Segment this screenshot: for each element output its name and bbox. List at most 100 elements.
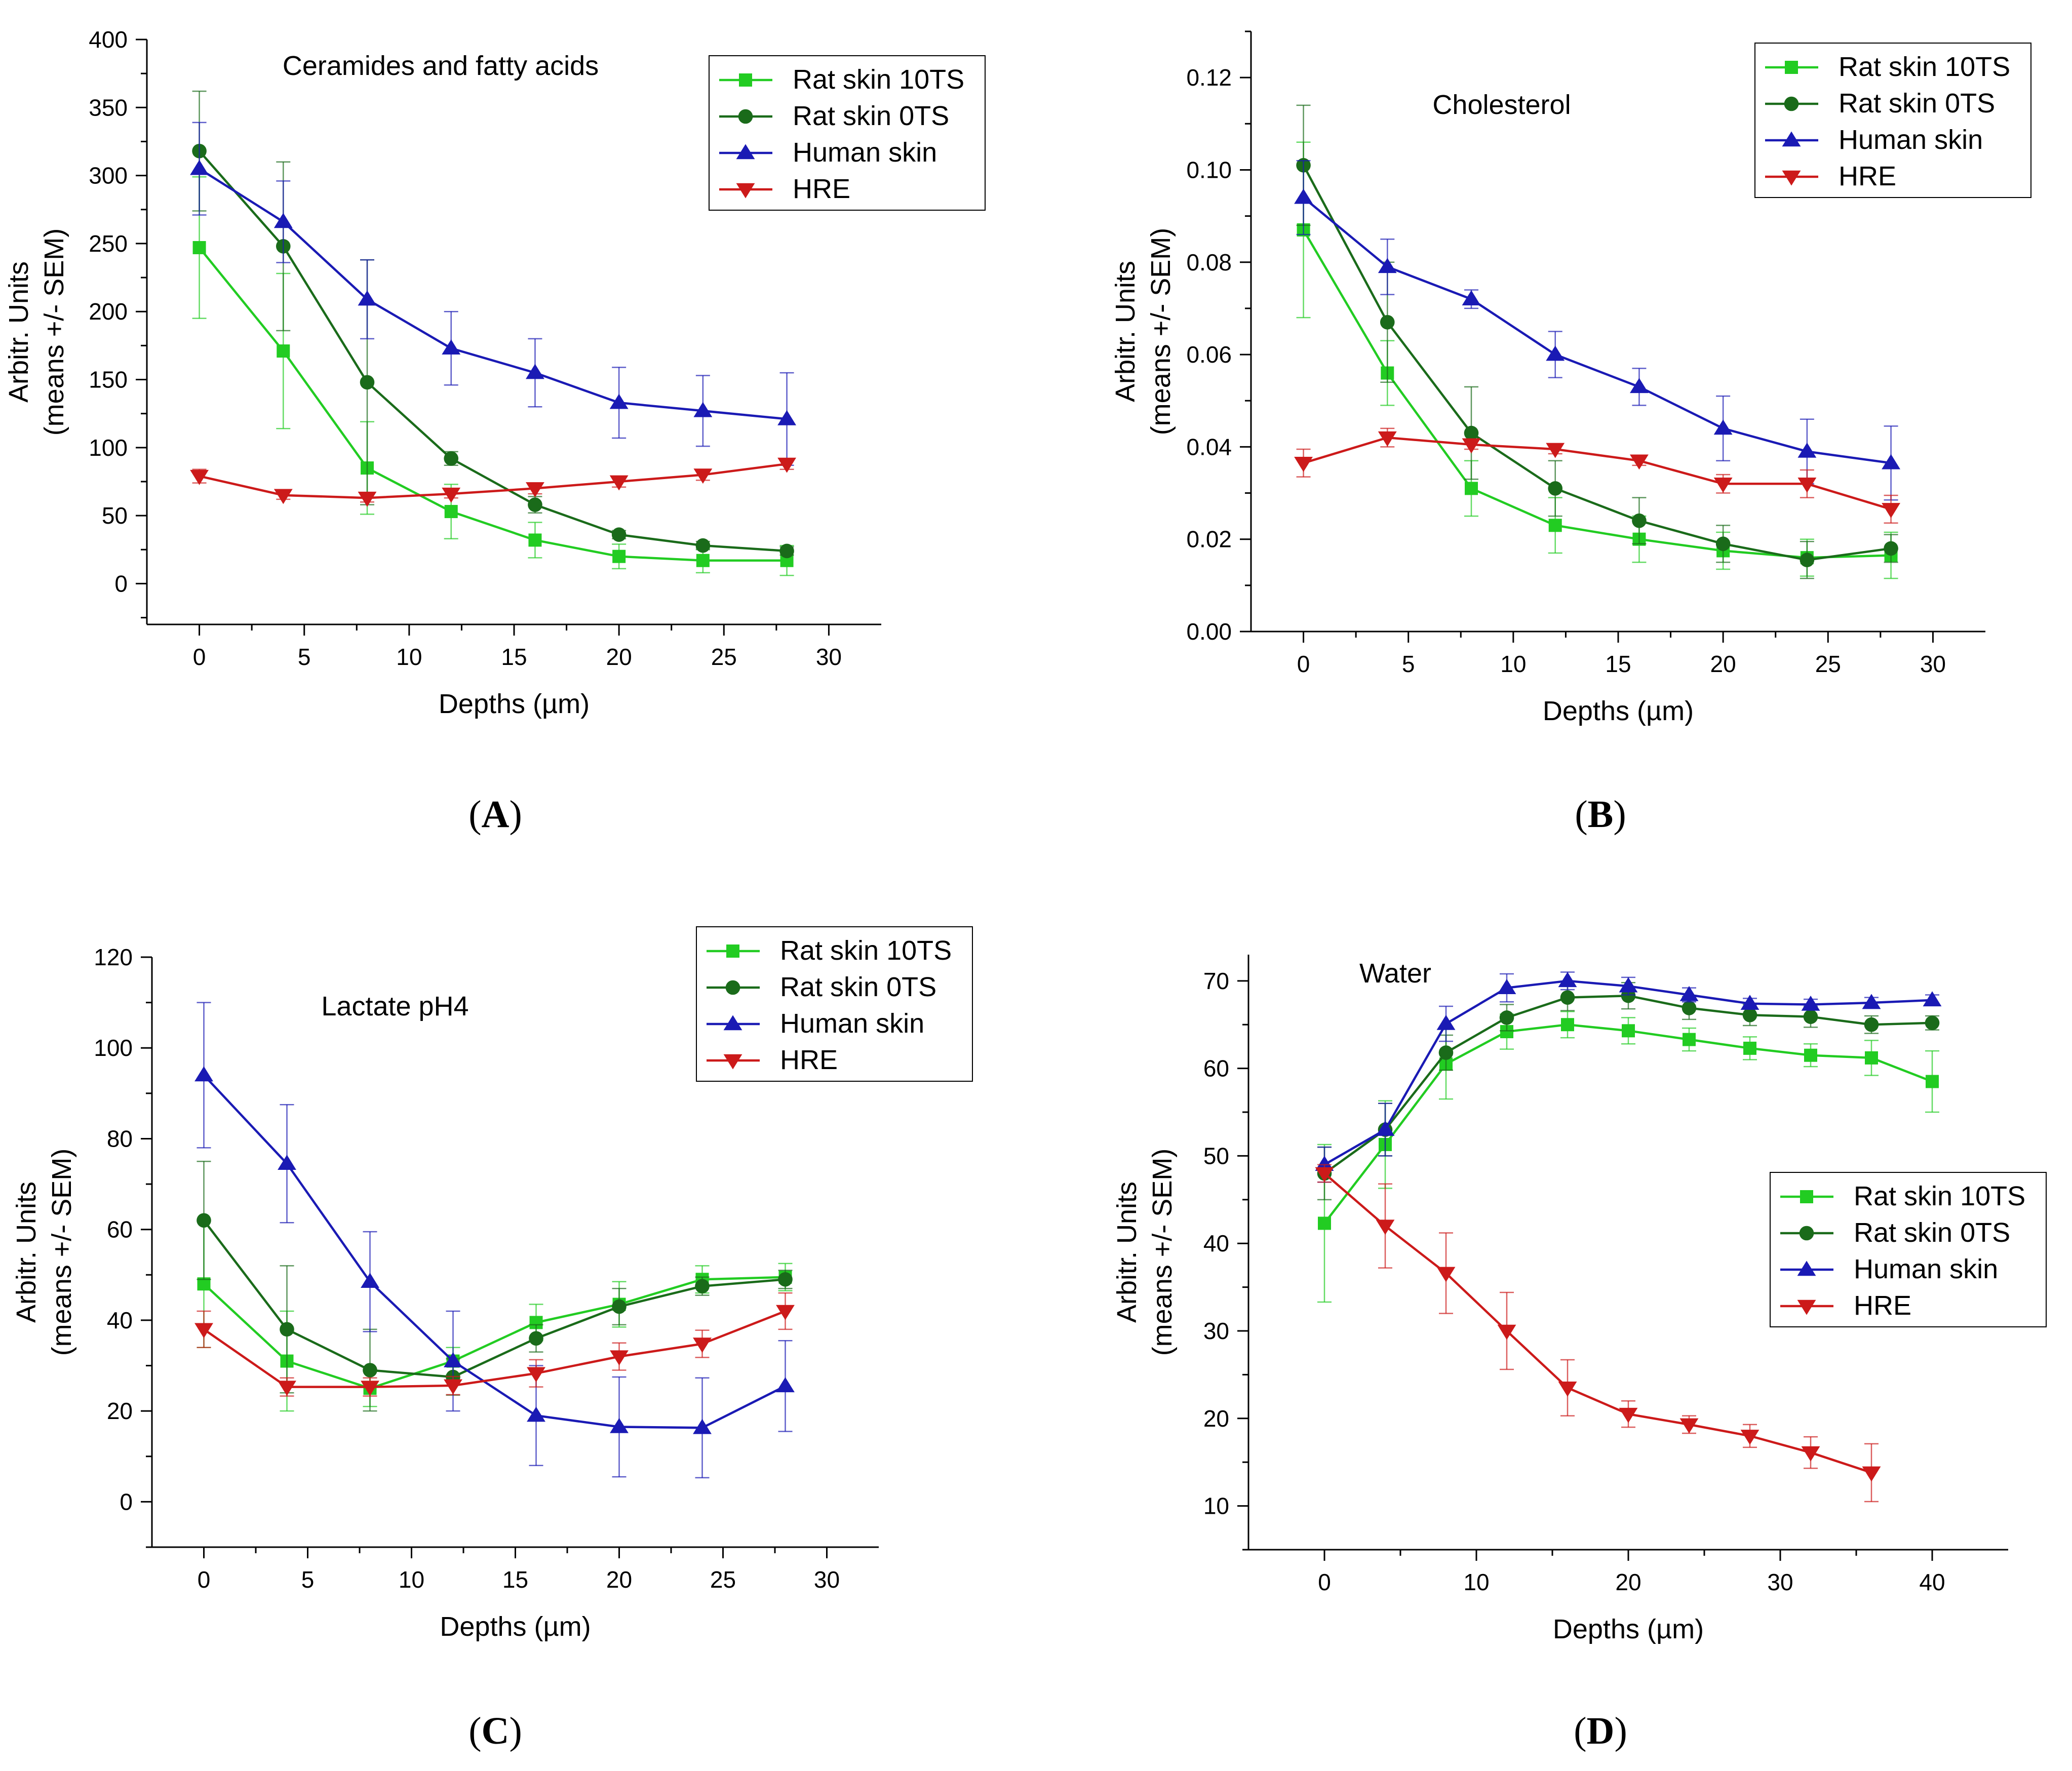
panel-d-data-point [1436,1267,1456,1282]
panel-c-series-rat-skin-0ts [197,1161,793,1412]
panel-c-legend-item-rat-skin-0ts: Rat skin 0TS [707,972,936,1002]
panel-b-series-line [1302,229,1891,559]
panel-b-data-point [1884,541,1898,556]
panel-a-data-point [358,290,377,306]
panel-c-data-point [197,1213,211,1228]
panel-d-x-tick-label: 30 [1767,1569,1793,1595]
panel-c-x-tick-label: 15 [502,1566,528,1593]
panel-b-series-line [1303,196,1891,464]
panel-d-data-point [1318,1216,1331,1230]
panel-d-data-point [1801,1446,1820,1462]
panel-a-data-point [190,469,209,485]
panel-c-x-tick-label: 10 [399,1566,424,1593]
panel-a-data-point [696,554,710,567]
panel-b-y-tick-label: 0.12 [1186,64,1232,91]
panel-c-legend-label: HRE [780,1045,838,1075]
panel-a-x-tick-label: 20 [606,644,632,670]
panel-d-data-point [1315,1167,1334,1183]
panel-a-data-point [444,451,459,466]
panel-c-y-tick-label: 100 [94,1035,133,1061]
panel-a-legend-label: HRE [793,174,850,204]
panel-a-series-human-skin [190,122,796,466]
panel-a-x-tick-label: 0 [193,644,206,670]
panel-c-data-point [444,1379,462,1395]
panel-a-data-point [526,364,544,379]
panel-a-data-point [360,375,375,390]
panel-d-data-point [1743,1041,1756,1055]
panel-c-y-tick-label: 120 [94,944,133,970]
panel-label-d: (D) [1574,1710,1627,1752]
panel-b-y-tick-label: 0.06 [1186,341,1232,368]
panel-c-x-tick-label: 5 [301,1566,315,1593]
panel-d-data-point [1436,1014,1456,1030]
panel-d-y-tick-label: 50 [1203,1143,1229,1169]
panel-d-legend-item-rat-skin-10ts: Rat skin 10TS [1780,1181,2025,1211]
panel-c-data-point [693,1419,712,1434]
panel-d-legend-item-rat-skin-0ts: Rat skin 0TS [1780,1217,2010,1248]
panel-a-x-tick-label: 25 [711,644,737,670]
panel-c-data-point [529,1331,543,1346]
panel-b-data-point [1797,442,1817,458]
panel-c-series-line [203,1074,786,1429]
panel-b-legend-label: Human skin [1839,125,1983,155]
panel-b-x-tick-label: 5 [1402,651,1415,677]
panel-d-x-tick-label: 20 [1615,1569,1641,1595]
panel-c-legend-item-hre: HRE [707,1045,838,1075]
panel-d-y-tick-label: 60 [1203,1055,1229,1082]
panel-a-data-point [273,489,293,504]
panel-c-legend-marker [723,1015,742,1031]
panel-d-legend-box [1770,1172,2047,1327]
panel-d-legend-marker [1800,1190,1813,1203]
panel-c-y-tick-label: 40 [107,1307,133,1333]
panel-label-a: (A) [468,793,522,836]
chart-d: 0 10 20 30 40 10 20 30 40 50 60 70 Depths (µm) Arbitr… [1112,955,2047,1644]
panel-b-legend-marker [1785,61,1798,74]
panel-c-data-point [776,1377,795,1393]
panel-c-data-point [693,1337,712,1353]
panel-d-y-axis-label: Arbitr. Units (means +/- SEM) [1112,1149,1178,1356]
panel-d-data-point [1438,1045,1454,1060]
panel-b-x-tick-label: 30 [1920,651,1946,677]
panel-b-data-point [1882,503,1900,518]
chart-c: 0 5 10 15 20 25 30 0 20 40 60 80 100 120 Depths (µm) Ar… [11,926,973,1642]
panel-b-data-point [1294,188,1313,204]
panel-d-data-point [1682,1001,1697,1015]
panel-c-series-line [203,1276,786,1390]
panel-d-data-point [1865,1051,1878,1065]
panel-a-x-axis-label: Depths (µm) [439,689,590,719]
panel-b-series-line [1303,436,1892,510]
panel-a-y-tick-label: 150 [89,367,128,393]
panel-a-y-tick-label: 200 [89,298,128,325]
panel-a-legend-item-human-skin: Human skin [719,137,937,168]
panel-d-series-rat-skin-10ts [1317,1011,1939,1303]
panel-c-data-point [278,1155,296,1170]
panel-d-data-point [1376,1121,1395,1136]
panel-c-data-point [695,1279,710,1294]
panel-c-series-line [203,1310,786,1388]
panel-d-legend-marker [1797,1300,1816,1315]
panel-b-data-point [1294,457,1313,472]
panel-d-data-point [1804,1048,1817,1062]
panel-a-legend-marker [738,109,753,124]
panel-a-data-point [190,160,209,175]
panel-d-x-tick-label: 10 [1463,1569,1489,1595]
panel-c-x-tick-label: 30 [814,1566,840,1593]
panel-c-legend-marker [726,944,739,958]
panel-a-data-point [444,505,458,519]
panel-d-legend: Rat skin 10TS Rat skin 0TS Human skin HRE [1770,1172,2047,1327]
panel-c-data-point [778,1272,793,1287]
panel-b-series-line [1302,165,1891,561]
panel-a-y-axis-label-line2: (means +/- SEM) [39,228,69,436]
panel-b-legend-item-hre: HRE [1765,161,1896,191]
panel-a-legend-marker [739,73,752,87]
panel-c-series-human-skin [194,1002,795,1479]
panel-c-legend-item-rat-skin-10ts: Rat skin 10TS [707,935,952,966]
panel-a-data-point [526,482,544,497]
panel-b-legend-marker [1782,170,1801,186]
panel-d-legend-marker [1799,1226,1814,1241]
panel-c-y-tick-label: 0 [120,1488,133,1515]
panel-b-legend-marker [1782,131,1801,147]
panel-d-data-point [1315,1156,1334,1171]
panel-a-y-tick-label: 250 [89,230,128,257]
panel-c-data-point [194,1066,213,1082]
